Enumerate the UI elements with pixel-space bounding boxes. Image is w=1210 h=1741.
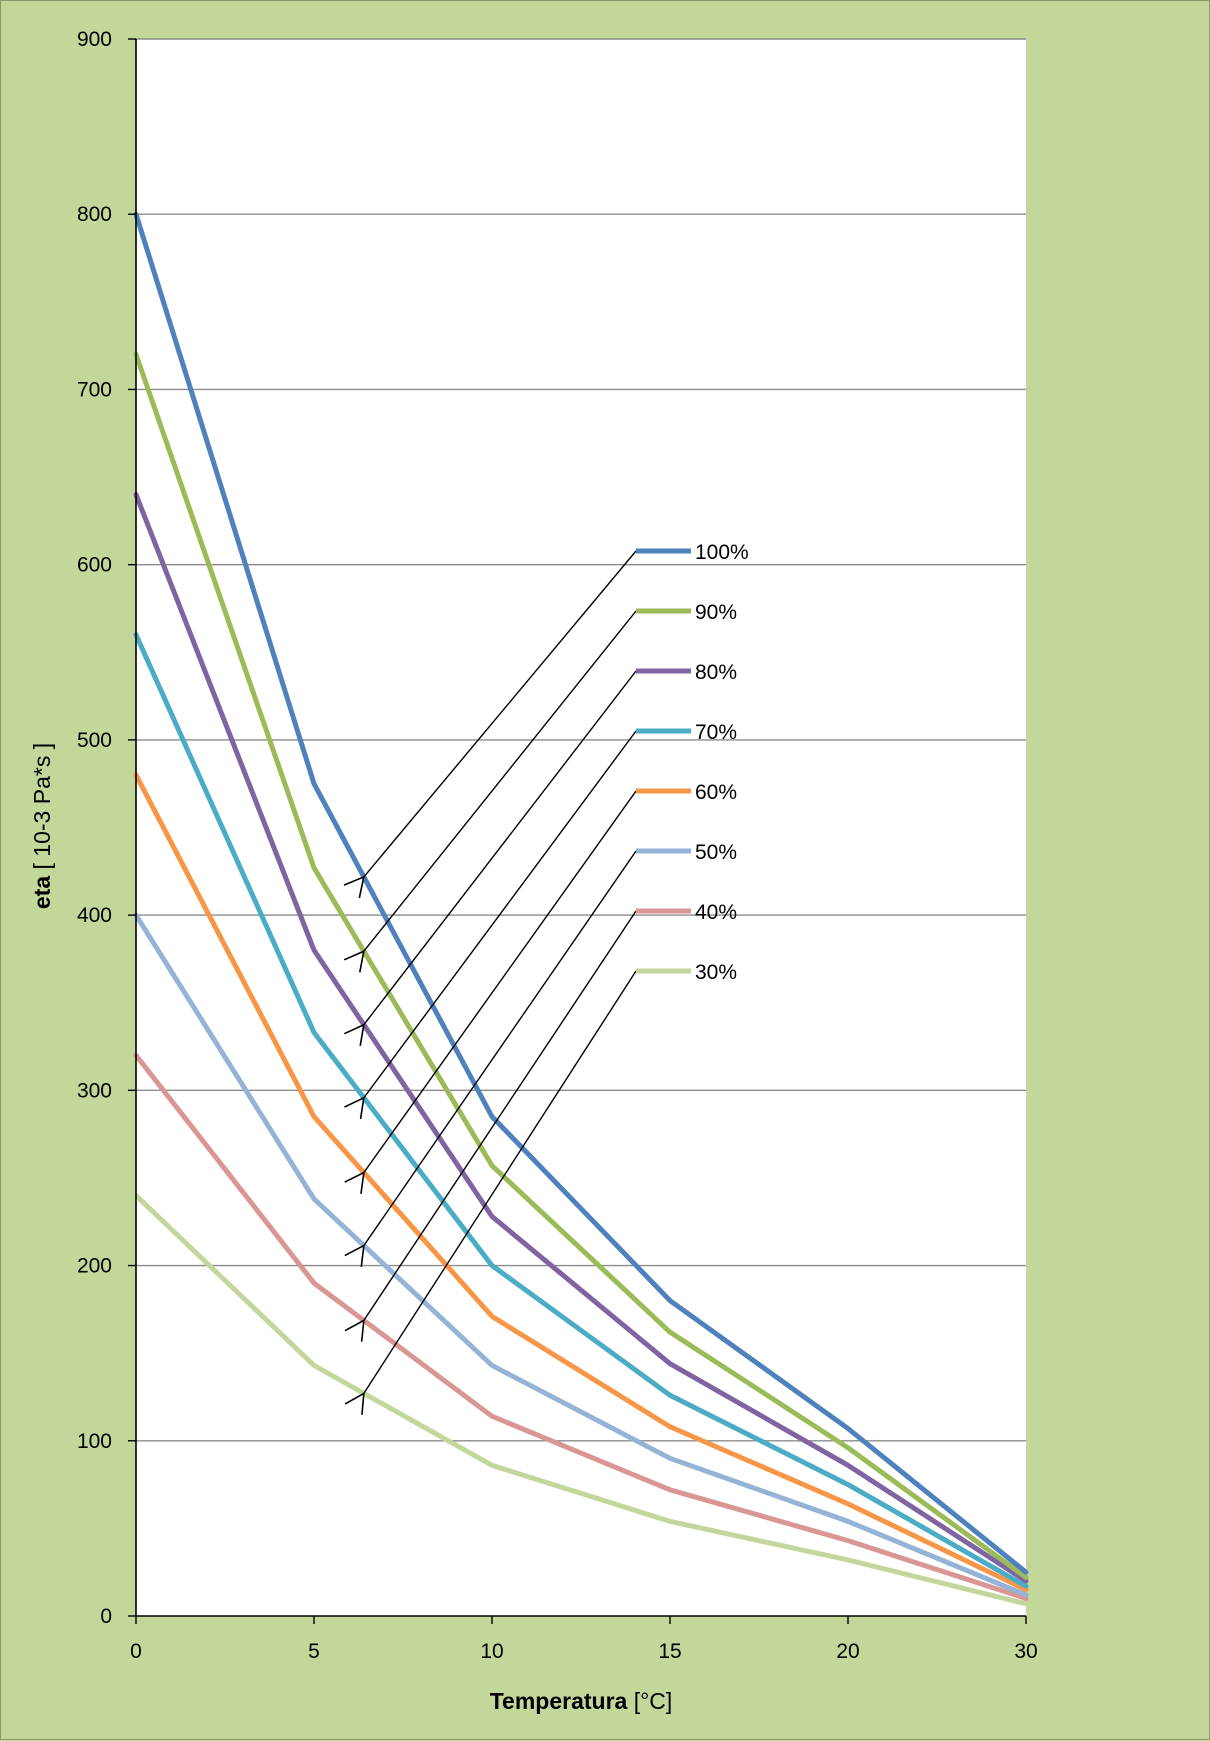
legend-arrow-50pct [364, 850, 637, 1246]
legend-arrows [364, 550, 637, 1393]
series-line-40pct [133, 1052, 1029, 1601]
legend-arrow-30pct [364, 970, 637, 1393]
x-tick-label-20: 20 [836, 1640, 859, 1663]
legend-label-40pct: 40% [695, 901, 737, 924]
x-tick-label-30: 30 [1014, 1640, 1037, 1663]
x-tick-label-5: 5 [308, 1640, 320, 1663]
y-tick-label-0: 0 [100, 1605, 112, 1628]
y-tick-label-700: 700 [77, 378, 112, 401]
series-lines [133, 211, 1029, 1607]
legend-arrow-80pct [364, 670, 637, 1025]
x-axis-title: Temperatura [°C] [490, 1688, 673, 1714]
legend-arrow-70pct [364, 730, 637, 1098]
legend-label-80pct: 80% [695, 661, 737, 684]
legend-label-30pct: 30% [695, 961, 737, 984]
x-tick-label-10: 10 [480, 1640, 503, 1663]
x-tick-label-0: 0 [130, 1640, 142, 1663]
legend-label-100pct: 100% [695, 541, 749, 564]
legend-label-60pct: 60% [695, 781, 737, 804]
legend-label-50pct: 50% [695, 841, 737, 864]
series-line-50pct [133, 912, 1029, 1598]
series-line-100pct [133, 211, 1029, 1575]
y-tick-label-400: 400 [77, 904, 112, 927]
legend-arrow-40pct [364, 910, 637, 1320]
legend-arrow-100pct [364, 550, 637, 877]
series-line-60pct [133, 772, 1029, 1593]
legend-label-90pct: 90% [695, 601, 737, 624]
y-tick-label-300: 300 [77, 1079, 112, 1102]
y-tick-label-800: 800 [77, 203, 112, 226]
axes: 0 100 200 300 400 500 600 700 800 900 0 5 10 15 20 30 [77, 28, 1038, 1663]
legend-arrow-90pct [364, 610, 637, 951]
y-tick-label-500: 500 [77, 729, 112, 752]
legend-arrow-60pct [364, 790, 637, 1173]
y-tick-label-600: 600 [77, 554, 112, 577]
series-line-30pct [133, 1192, 1029, 1607]
y-tick-label-100: 100 [77, 1430, 112, 1453]
legend: 100% 90% 80% 70% 60% 50% 40% 30% [636, 541, 749, 984]
y-tick-label-900: 900 [77, 28, 112, 51]
legend-label-70pct: 70% [695, 721, 737, 744]
gridlines [136, 38, 1026, 1442]
series-line-90pct [133, 351, 1029, 1580]
plot-area [136, 39, 1026, 1616]
series-line-70pct [133, 632, 1029, 1589]
y-tick-label-200: 200 [77, 1255, 112, 1278]
x-tick-label-15: 15 [658, 1640, 681, 1663]
y-axis-title: eta [ 10-3 Pa*s ] [29, 743, 55, 909]
series-line-80pct [133, 492, 1029, 1584]
